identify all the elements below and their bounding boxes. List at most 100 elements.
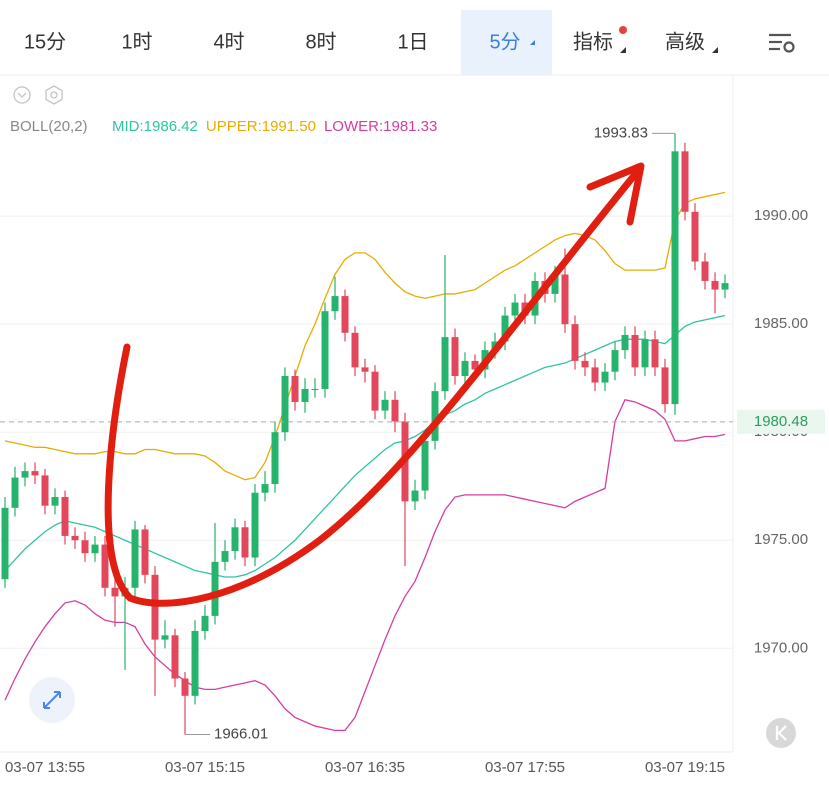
candle-body [511,302,519,316]
settings-icon[interactable] [769,33,795,53]
candle-body [641,339,649,368]
grid [0,215,733,649]
collapse-icon-chevron [17,92,27,98]
candle-body [81,540,89,554]
candle-body [31,471,39,476]
candle-body [331,296,339,312]
candle-body [341,296,349,333]
x-tick-label: 03-07 17:55 [485,759,565,776]
candle-body [581,360,589,368]
candle-body [471,360,479,370]
tab[interactable]: 高级 [665,30,705,53]
arrow-head [586,162,645,226]
legend-entry: UPPER:1991.50 [206,118,316,135]
annotations: 1980.48 1993.83 1966.01 [0,124,825,742]
candle-body [631,334,639,368]
candle-body [71,535,79,541]
candle-body [611,350,619,372]
y-tick-label: 1970.00 [754,639,808,656]
candle-body [161,635,169,640]
candle-body [431,391,439,441]
candle-body [351,332,359,368]
collapse-icon[interactable] [13,86,31,104]
dropdown-caret [620,47,626,53]
notification-dot [619,26,627,34]
candle-body [111,587,119,597]
candle-body [281,376,289,433]
candle-body [701,261,709,281]
candle-body [721,283,729,290]
hand-drawn-arrow [104,168,641,607]
candle-body [141,529,149,575]
y-tick-label: 1985.00 [754,315,808,332]
legend-entry: LOWER:1981.33 [324,118,437,135]
candle-body [621,334,629,351]
x-tick-label: 03-07 13:55 [5,759,85,776]
candle-body [251,492,259,558]
last-price-box [737,409,825,434]
candle-body [591,367,599,383]
candle-body [311,388,319,390]
last-price-label: 1980.48 [754,413,808,430]
active-tab-bg [461,10,552,75]
candle-body [191,630,199,696]
tab[interactable]: 5分 [489,30,520,53]
candle-body [671,151,679,405]
band-line [4,314,726,578]
dropdown-caret [712,47,718,53]
toolbar: 15分 1时 4时 8时 1日 5分 指标 高级 [0,10,829,76]
y-tick-label: 1975.00 [754,531,808,548]
tab[interactable]: 15分 [24,30,66,53]
tab[interactable]: 4时 [213,30,244,53]
x-axis: 03-07 13:55 03-07 15:15 03-07 16:35 03-07 1… [5,759,725,776]
candle-body [101,544,109,588]
candle-body [571,324,579,361]
candle-body [371,371,379,411]
candle-body [1,507,9,580]
candle-body [271,432,279,485]
x-tick-label: 03-07 15:15 [165,759,245,776]
tab[interactable]: 8时 [305,30,336,53]
candle-body [681,151,689,212]
candle-body [241,527,249,558]
candle-body [321,311,329,389]
candle-body [441,337,449,392]
candle-body [11,477,19,508]
candle-body [711,280,719,290]
candle-body [661,367,669,405]
min-label: 1966.01 [214,725,268,742]
candle-body [51,497,59,506]
legend-entry: MID:1986.42 [112,118,198,135]
tab[interactable]: 指标 [573,30,613,53]
candle-body [131,529,139,588]
tab[interactable]: 1日 [397,31,428,53]
x-tick-label: 03-07 16:35 [325,759,405,776]
candle-body [411,490,419,502]
candle-body [61,497,69,536]
settings-hex-center [50,91,58,99]
legend: MID:1986.42 UPPER:1991.50 LOWER:1981.33 [112,118,437,135]
candle-body [181,678,189,696]
expand-button[interactable] [29,677,75,723]
candle-body [201,615,209,631]
candle-body [601,371,609,383]
candle-body [291,376,299,402]
candle-body [421,440,429,491]
chart-tools [13,85,63,105]
candle-body [461,360,469,377]
candle-body [151,574,159,640]
candle-body [361,367,369,372]
candle-body [221,551,229,562]
settings-hex-icon[interactable] [45,85,63,105]
y-tick-label: 1990.00 [754,207,808,224]
candle-body [211,561,219,616]
k-button[interactable] [766,718,796,748]
tab[interactable]: 1时 [121,30,152,53]
candle-body [691,211,699,262]
candle-body [171,635,179,679]
candle-body [391,399,399,422]
candle-body [651,339,659,368]
